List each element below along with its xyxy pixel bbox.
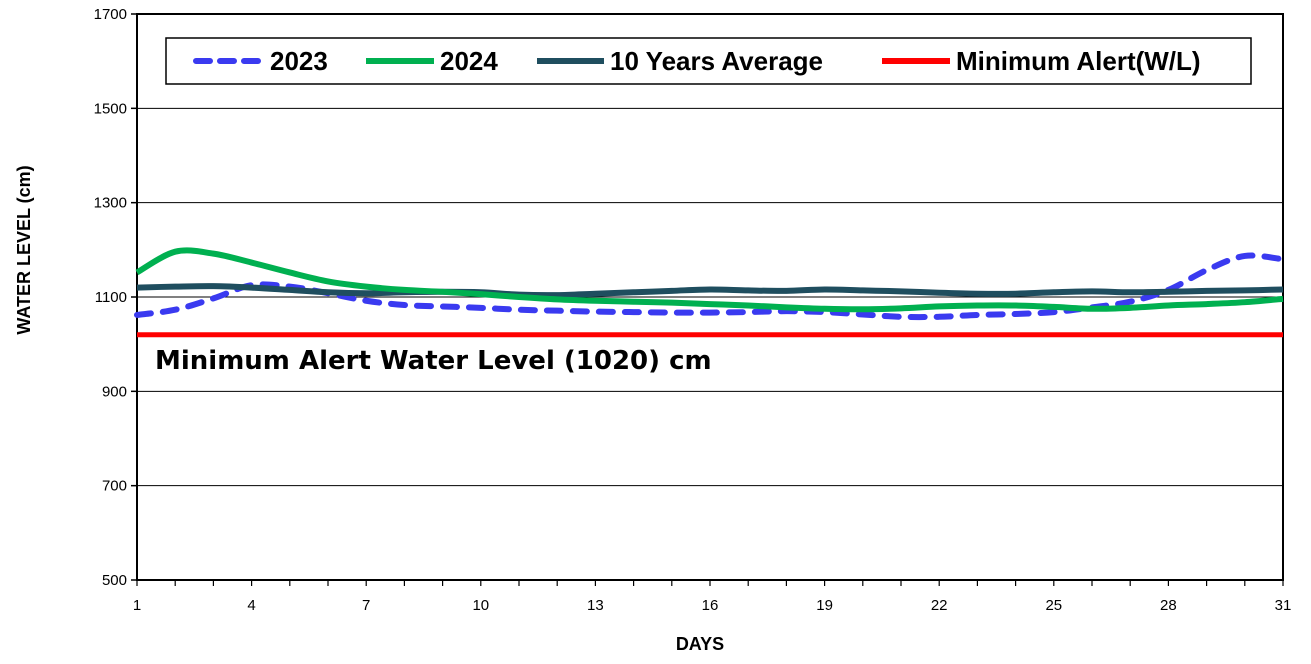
y-axis-title: WATER LEVEL (cm) xyxy=(14,165,34,334)
x-tick-label: 7 xyxy=(362,597,370,614)
y-tick-label: 1300 xyxy=(94,195,127,212)
y-tick-label: 1100 xyxy=(95,289,127,306)
legend-label: 2023 xyxy=(270,46,328,76)
legend-item-minimum-alert: Minimum Alert(W/L) xyxy=(882,46,1201,76)
x-tick-label: 13 xyxy=(587,597,604,614)
series-line-2024 xyxy=(135,247,1284,313)
x-tick-label: 25 xyxy=(1045,597,1062,614)
x-tick-label: 1 xyxy=(133,597,141,614)
x-tick-label: 10 xyxy=(472,597,489,614)
legend-box xyxy=(165,37,1252,85)
series-line-10-years-average xyxy=(136,283,1284,299)
gridlines xyxy=(137,107,1283,487)
x-tick-label: 28 xyxy=(1160,597,1177,614)
x-tick-label: 19 xyxy=(816,597,833,614)
x-tick-label: 16 xyxy=(702,597,719,614)
legend-label: 2024 xyxy=(440,46,498,76)
legend: 2023 2024 10 Years Average Minimum Alert(W/… xyxy=(165,37,1252,85)
y-tick-label: 1500 xyxy=(94,100,127,117)
x-tick-label: 22 xyxy=(931,597,948,614)
legend-item-10-years-average: 10 Years Average xyxy=(537,46,823,76)
y-tick-label: 500 xyxy=(102,572,127,589)
x-tick-label: 4 xyxy=(247,597,255,614)
y-tick-label: 900 xyxy=(102,383,127,400)
y-axis-ticks: 500 700 900 1100 1300 1500 1700 xyxy=(94,6,137,589)
legend-label: 10 Years Average xyxy=(610,46,823,76)
legend-label: Minimum Alert(W/L) xyxy=(956,46,1201,76)
series-lines xyxy=(134,247,1286,338)
y-tick-label: 1700 xyxy=(94,6,127,23)
y-tick-label: 700 xyxy=(102,478,127,495)
x-axis-title: DAYS xyxy=(676,634,724,654)
x-axis-ticks: 1 4 7 10 13 16 19 22 25 28 31 xyxy=(133,580,1292,614)
legend-item-2023: 2023 xyxy=(193,46,328,76)
annotation-minimum-alert: Minimum Alert Water Level (1020) cm xyxy=(155,346,712,376)
x-tick-label: 31 xyxy=(1275,597,1292,614)
legend-item-2024: 2024 xyxy=(366,46,498,76)
